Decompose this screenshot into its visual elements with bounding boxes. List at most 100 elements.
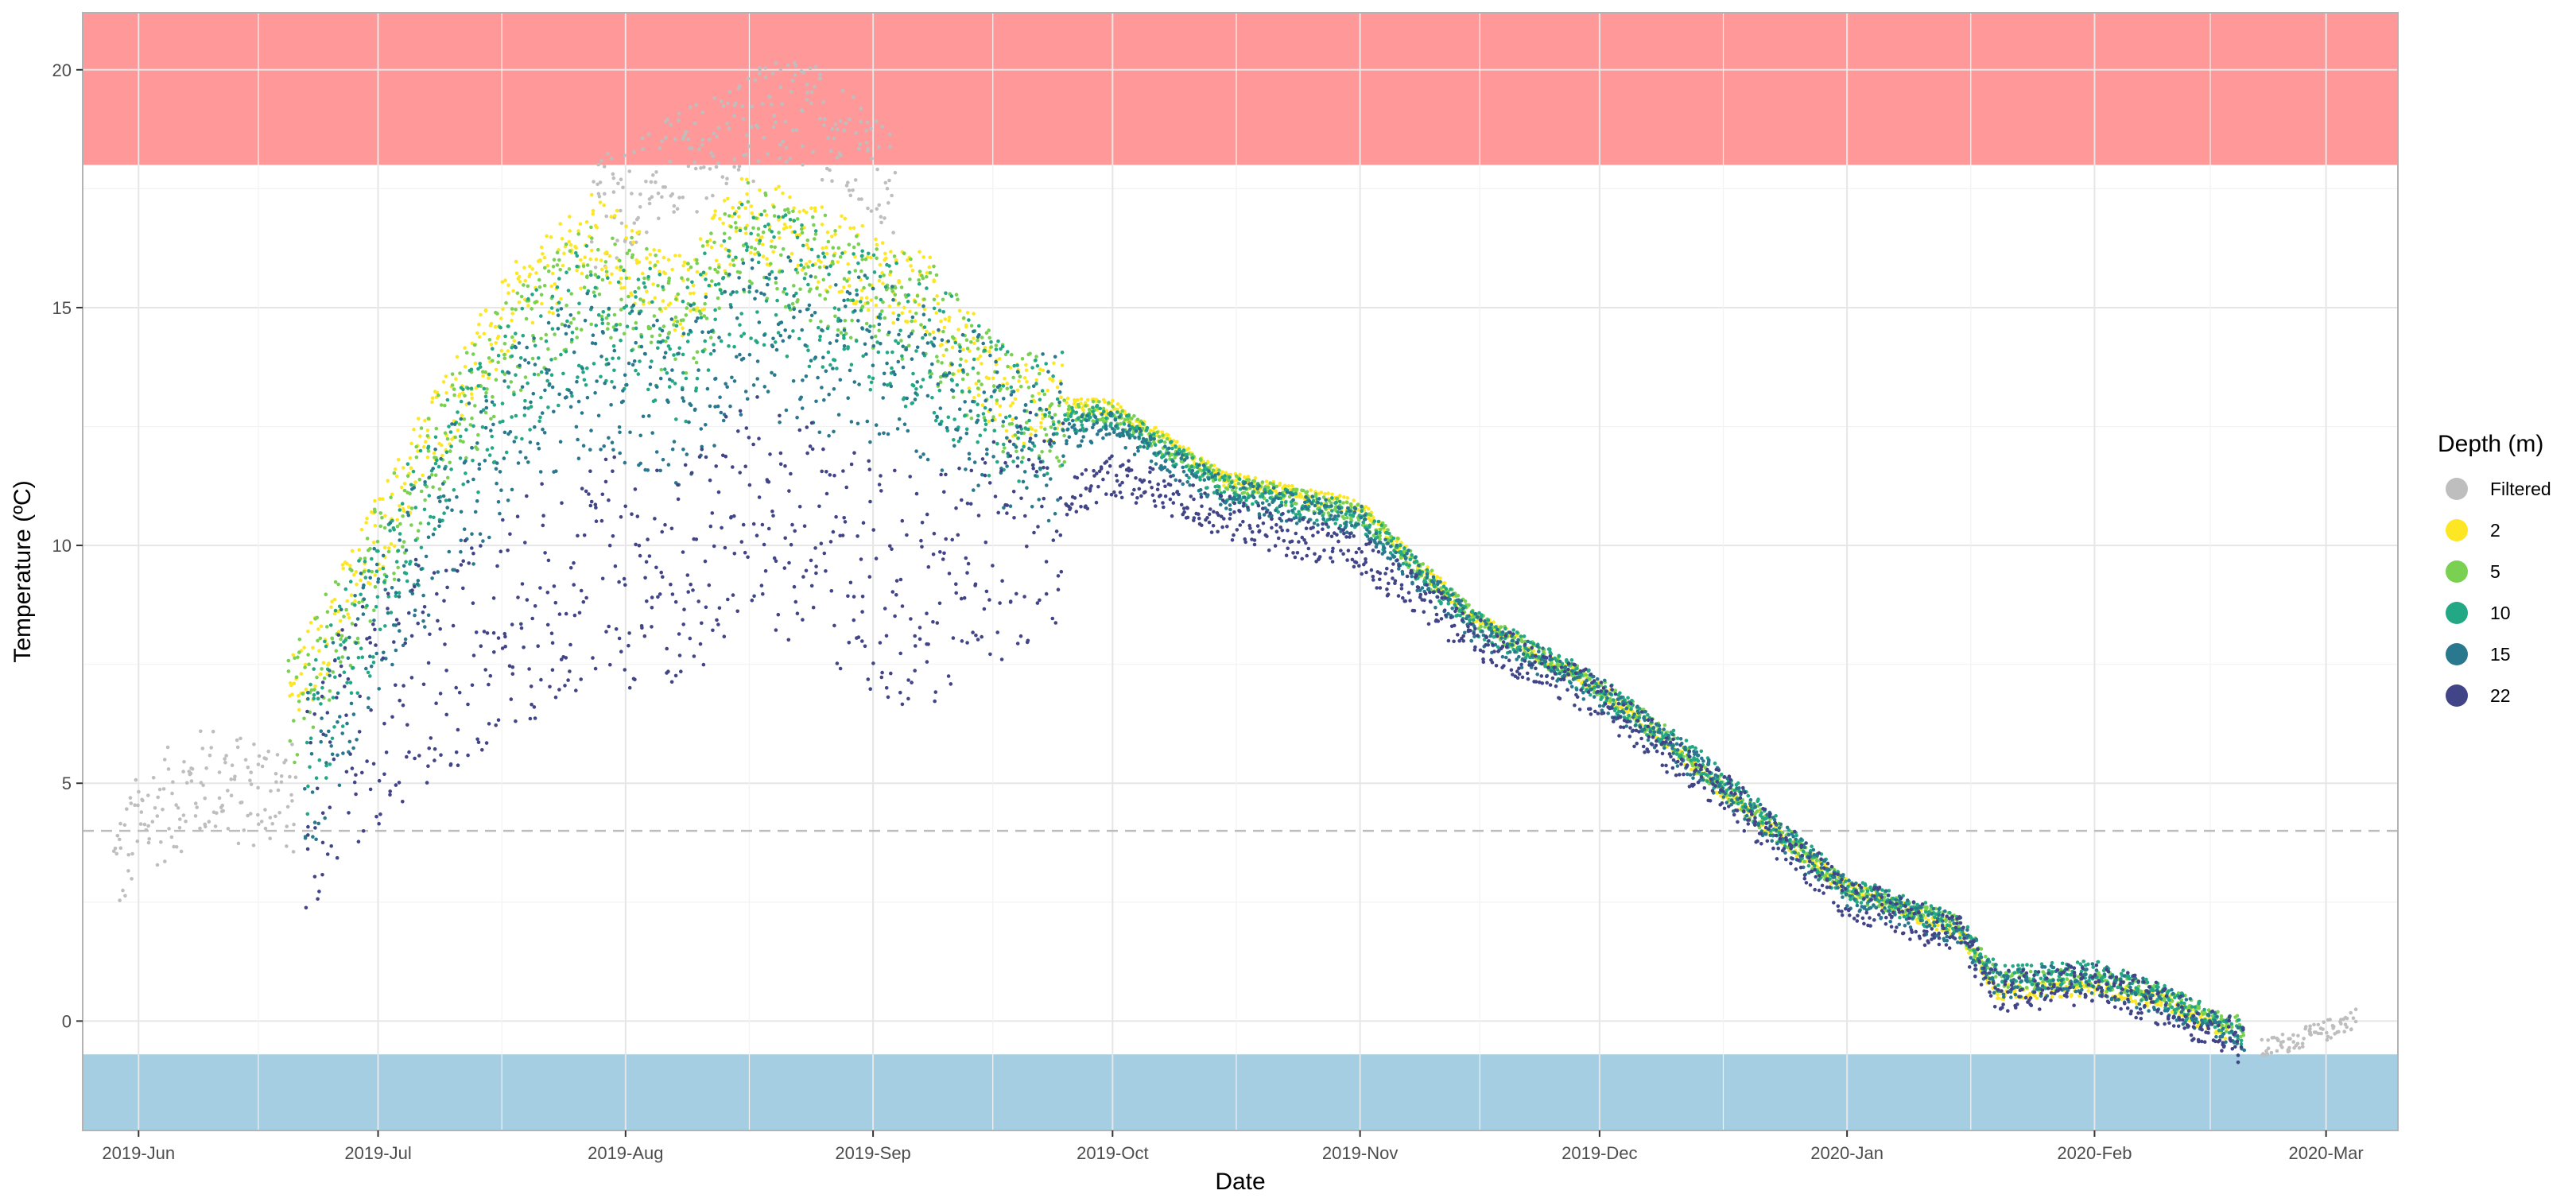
data-point xyxy=(142,822,147,827)
data-point xyxy=(784,160,789,164)
data-point xyxy=(616,356,621,360)
data-point xyxy=(402,509,406,514)
data-point xyxy=(269,789,273,793)
data-point xyxy=(836,328,840,332)
data-point xyxy=(1185,452,1189,457)
data-point xyxy=(756,159,761,163)
data-point xyxy=(882,273,886,277)
data-point xyxy=(805,83,809,87)
data-point xyxy=(791,329,795,333)
data-point xyxy=(860,223,865,228)
data-point xyxy=(746,76,751,81)
data-point xyxy=(833,229,837,233)
data-point xyxy=(557,403,561,408)
data-point xyxy=(331,696,336,700)
data-point xyxy=(634,368,638,373)
data-point xyxy=(592,180,596,184)
data-point xyxy=(932,306,937,311)
data-point xyxy=(323,639,327,644)
data-point xyxy=(256,785,260,790)
data-point xyxy=(995,401,999,405)
data-point xyxy=(696,147,701,152)
data-point xyxy=(539,314,543,318)
data-point xyxy=(2203,1010,2207,1015)
data-point xyxy=(1692,758,1697,762)
data-point xyxy=(1051,422,1056,427)
data-point xyxy=(1352,498,1356,502)
data-point xyxy=(731,263,736,268)
data-point xyxy=(658,269,661,273)
data-point xyxy=(648,253,653,257)
data-point xyxy=(848,270,852,274)
data-point xyxy=(980,362,983,366)
data-point xyxy=(781,246,786,251)
data-point xyxy=(553,356,557,361)
data-point xyxy=(477,335,482,339)
data-point xyxy=(1006,350,1010,354)
data-point xyxy=(859,254,864,258)
data-point xyxy=(1287,488,1292,492)
data-point xyxy=(959,357,963,362)
data-point xyxy=(709,231,713,235)
data-point xyxy=(1032,399,1037,404)
data-point xyxy=(482,386,487,391)
data-point xyxy=(684,376,689,381)
data-point xyxy=(448,460,452,465)
data-point xyxy=(305,812,310,816)
data-point xyxy=(1379,523,1383,527)
data-point xyxy=(750,104,755,109)
data-point xyxy=(1140,421,1145,425)
data-point xyxy=(964,324,968,329)
data-point xyxy=(599,374,603,379)
data-point xyxy=(910,319,914,324)
data-point xyxy=(1520,639,1524,644)
data-point xyxy=(828,285,832,289)
data-point xyxy=(1680,750,1685,755)
data-point xyxy=(275,753,280,757)
data-point xyxy=(1648,727,1653,731)
data-point xyxy=(576,229,580,233)
data-point xyxy=(695,210,699,214)
data-point xyxy=(423,483,427,487)
data-point xyxy=(510,335,514,339)
data-point xyxy=(1011,401,1015,405)
data-point xyxy=(510,415,514,419)
data-point xyxy=(481,374,485,378)
data-point xyxy=(528,272,532,277)
data-point xyxy=(2264,1049,2268,1053)
data-point xyxy=(1026,427,1030,432)
data-point xyxy=(896,341,901,346)
data-point xyxy=(2035,996,2039,1000)
data-point xyxy=(1311,498,1316,503)
data-point xyxy=(842,128,847,133)
data-point xyxy=(1329,501,1333,506)
data-point xyxy=(983,422,988,427)
data-point xyxy=(634,326,638,331)
data-point xyxy=(1519,634,1523,638)
data-point xyxy=(706,368,711,372)
data-point xyxy=(817,338,822,343)
data-point xyxy=(632,150,636,154)
data-point xyxy=(778,68,783,72)
data-point xyxy=(806,348,810,353)
data-point xyxy=(593,266,598,269)
data-point xyxy=(999,347,1003,351)
data-point xyxy=(906,300,910,304)
data-point xyxy=(1389,539,1394,543)
data-point xyxy=(264,757,269,761)
data-point xyxy=(925,274,929,279)
data-point xyxy=(133,803,137,807)
data-point xyxy=(121,888,125,893)
data-point xyxy=(731,258,735,262)
data-point xyxy=(549,284,553,289)
data-point xyxy=(737,215,741,219)
data-point xyxy=(514,308,518,312)
data-point xyxy=(769,262,773,266)
data-point xyxy=(713,283,718,287)
data-point xyxy=(1662,723,1667,727)
data-point xyxy=(726,196,730,201)
data-point xyxy=(498,420,502,425)
data-point xyxy=(398,504,402,508)
data-point xyxy=(2170,999,2174,1003)
data-point xyxy=(230,763,235,767)
